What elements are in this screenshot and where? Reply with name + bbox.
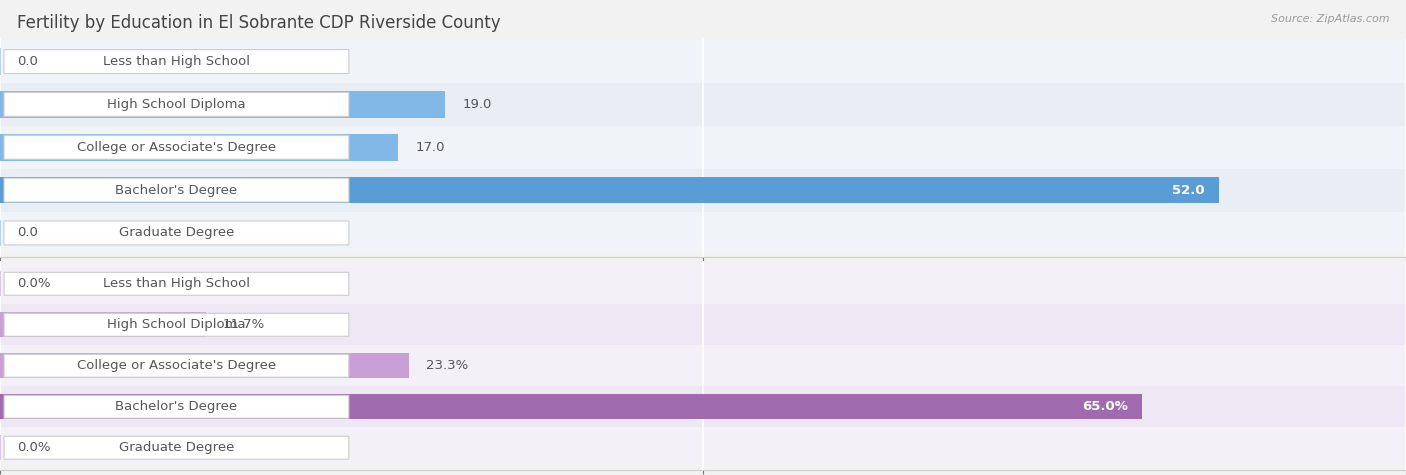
FancyBboxPatch shape [4, 395, 349, 418]
Text: High School Diploma: High School Diploma [107, 318, 246, 331]
Text: High School Diploma: High School Diploma [107, 98, 246, 111]
Bar [0, 427, 1406, 468]
Bar [0, 271, 1, 296]
Text: 0.0: 0.0 [17, 227, 38, 239]
Text: Less than High School: Less than High School [103, 277, 250, 290]
Bar [0, 134, 398, 161]
Text: Fertility by Education in El Sobrante CDP Riverside County: Fertility by Education in El Sobrante CD… [17, 14, 501, 32]
FancyBboxPatch shape [4, 135, 349, 159]
Bar [0, 177, 1219, 203]
Text: Graduate Degree: Graduate Degree [118, 441, 235, 454]
FancyBboxPatch shape [4, 178, 349, 202]
Bar [0, 353, 409, 379]
Text: 11.7%: 11.7% [222, 318, 264, 331]
Text: 52.0: 52.0 [1171, 184, 1205, 197]
Bar [0, 304, 1406, 345]
Bar [0, 169, 1406, 211]
Text: 0.0%: 0.0% [17, 277, 51, 290]
Bar [0, 345, 1406, 386]
Bar [0, 126, 1406, 169]
Bar [0, 219, 1, 246]
Text: Source: ZipAtlas.com: Source: ZipAtlas.com [1271, 14, 1389, 24]
Text: College or Associate's Degree: College or Associate's Degree [77, 141, 276, 154]
Bar [0, 435, 1, 460]
FancyBboxPatch shape [4, 49, 349, 74]
Text: 19.0: 19.0 [463, 98, 492, 111]
Bar [0, 83, 1406, 126]
Text: Bachelor's Degree: Bachelor's Degree [115, 400, 238, 413]
FancyBboxPatch shape [4, 354, 349, 377]
Text: Graduate Degree: Graduate Degree [118, 227, 235, 239]
Bar [0, 394, 1142, 419]
Bar [0, 91, 446, 118]
FancyBboxPatch shape [4, 314, 349, 336]
Text: 23.3%: 23.3% [426, 359, 468, 372]
Text: 65.0%: 65.0% [1083, 400, 1129, 413]
Text: 17.0: 17.0 [415, 141, 444, 154]
Text: 0.0%: 0.0% [17, 441, 51, 454]
FancyBboxPatch shape [4, 272, 349, 295]
FancyBboxPatch shape [4, 221, 349, 245]
Bar [0, 312, 205, 337]
Bar [0, 386, 1406, 427]
Text: 0.0: 0.0 [17, 55, 38, 68]
Text: Bachelor's Degree: Bachelor's Degree [115, 184, 238, 197]
FancyBboxPatch shape [4, 436, 349, 459]
Bar [0, 263, 1406, 304]
Text: Less than High School: Less than High School [103, 55, 250, 68]
Bar [0, 48, 1, 75]
Bar [0, 211, 1406, 254]
FancyBboxPatch shape [4, 93, 349, 116]
Bar [0, 40, 1406, 83]
Text: College or Associate's Degree: College or Associate's Degree [77, 359, 276, 372]
